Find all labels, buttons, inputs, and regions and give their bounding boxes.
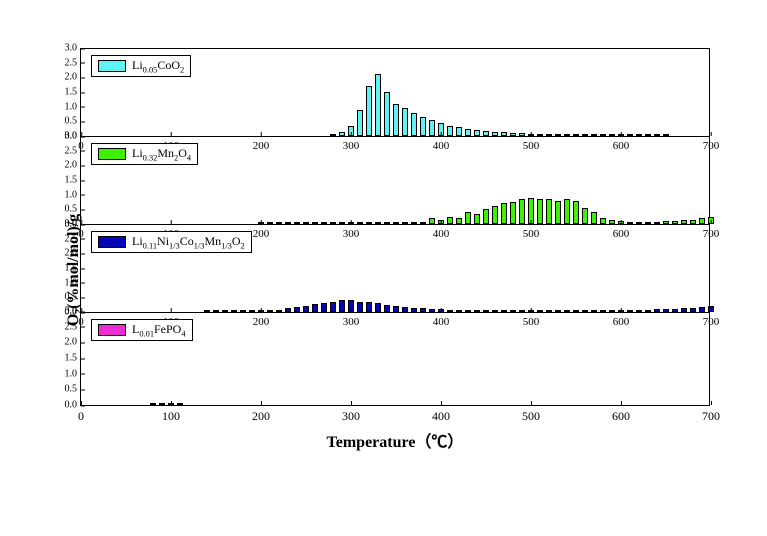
bar (474, 214, 480, 224)
bar (312, 304, 318, 312)
legend-label: Li0.05CoO2 (132, 58, 184, 74)
ytick: 2.0 (65, 248, 82, 259)
bar (339, 300, 345, 312)
chart-figure: 0.00.51.01.52.02.53.0Li0.05CoO2010020030… (80, 48, 710, 406)
ytick: 1.0 (65, 189, 82, 200)
ytick: 3.0 (65, 219, 82, 230)
legend: Li0.05CoO2 (91, 55, 191, 77)
ytick: 1.5 (65, 263, 82, 274)
panel-1: 0.00.51.01.52.02.53.0Li0.32Mn2O401002003… (80, 136, 710, 224)
legend-label: Li0.32Mn2O4 (132, 146, 191, 162)
xtick: 700 (702, 405, 720, 424)
bar (465, 129, 471, 136)
legend: Li0.11Ni1/3Co1/3Mn1/3O2 (91, 231, 252, 253)
bar (384, 305, 390, 312)
ytick: 3.0 (65, 306, 82, 317)
bar (375, 303, 381, 312)
legend-swatch (98, 148, 126, 160)
ytick: 0.5 (65, 116, 82, 127)
bar (537, 199, 543, 224)
xtick: 200 (252, 405, 270, 424)
bar (492, 206, 498, 224)
bar (510, 202, 516, 224)
ytick: 3.0 (65, 131, 82, 142)
bar (366, 302, 372, 312)
ytick: 0.5 (65, 292, 82, 303)
bar (447, 217, 453, 224)
bar (402, 108, 408, 136)
ytick: 2.5 (65, 57, 82, 68)
ytick: 1.0 (65, 368, 82, 379)
ytick: 2.5 (65, 321, 82, 332)
ytick: 1.5 (65, 353, 82, 364)
ytick: 2.0 (65, 72, 82, 83)
bar (429, 120, 435, 136)
bar (573, 201, 579, 224)
bar (420, 117, 426, 136)
ytick: 1.0 (65, 277, 82, 288)
ytick: 1.0 (65, 101, 82, 112)
ytick: 2.0 (65, 337, 82, 348)
legend: L0.01FePO4 (91, 319, 193, 341)
bar (519, 199, 525, 224)
legend-swatch (98, 236, 126, 248)
panel-2: 0.00.51.01.52.02.53.0Li0.11Ni1/3Co1/3Mn1… (80, 224, 710, 312)
bar (483, 209, 489, 224)
ytick: 2.0 (65, 160, 82, 171)
bar (330, 302, 336, 312)
xtick: 300 (342, 405, 360, 424)
panel-3: 0.00.51.01.52.02.53.0L0.01FePO4010020030… (80, 312, 710, 406)
bar (357, 110, 363, 136)
bar (375, 74, 381, 136)
xtick: 500 (522, 405, 540, 424)
bar (564, 199, 570, 224)
legend-swatch (98, 60, 126, 72)
bar (546, 199, 552, 224)
bar (501, 203, 507, 224)
xtick: 600 (612, 405, 630, 424)
bar (555, 201, 561, 224)
ytick: 1.5 (65, 87, 82, 98)
ytick: 2.5 (65, 145, 82, 156)
xtick: 400 (432, 405, 450, 424)
bar (366, 86, 372, 136)
bar (150, 403, 156, 405)
bar (447, 126, 453, 136)
ytick: 1.5 (65, 175, 82, 186)
ytick: 3.0 (65, 43, 82, 54)
bar (384, 92, 390, 136)
x-axis-label: Temperature（℃） (80, 428, 710, 452)
ytick: 0.5 (65, 204, 82, 215)
bar (465, 212, 471, 224)
bar (411, 113, 417, 136)
ytick: 0.5 (65, 384, 82, 395)
bar (321, 303, 327, 312)
bar (456, 127, 462, 136)
legend-label: Li0.11Ni1/3Co1/3Mn1/3O2 (132, 234, 245, 250)
legend-swatch (98, 324, 126, 336)
legend: Li0.32Mn2O4 (91, 143, 198, 165)
bar (393, 104, 399, 136)
xtick: 0 (78, 405, 84, 424)
xtick: 100 (162, 405, 180, 424)
ytick: 2.5 (65, 233, 82, 244)
bar (591, 212, 597, 224)
panel-0: 0.00.51.01.52.02.53.0Li0.05CoO2010020030… (80, 48, 710, 136)
bar (582, 208, 588, 224)
bar (357, 302, 363, 312)
legend-label: L0.01FePO4 (132, 322, 186, 338)
